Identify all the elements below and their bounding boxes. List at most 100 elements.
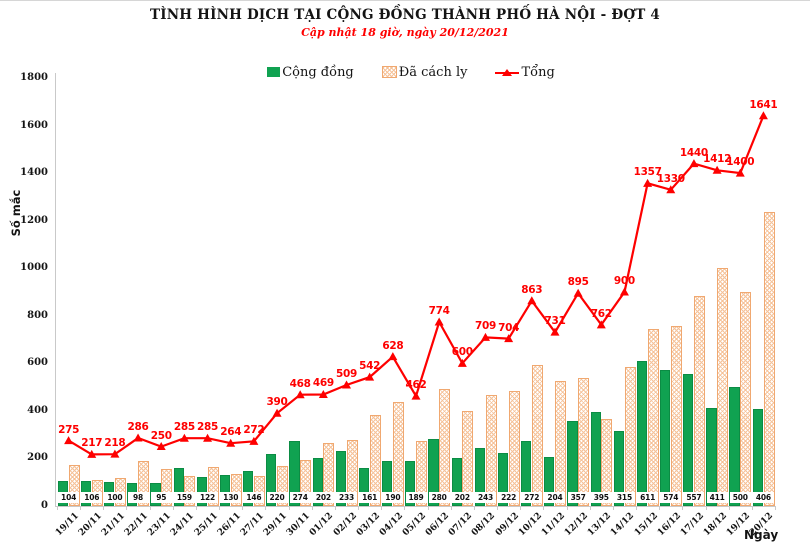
x-tick-mark (381, 507, 383, 510)
bar-quarantined (439, 388, 451, 506)
total-line-swatch-icon (495, 67, 520, 77)
community-value-label: 159 (173, 491, 195, 503)
y-tick-label: 400 (27, 404, 48, 416)
bar-quarantined (161, 469, 173, 506)
community-value-label: 189 (405, 491, 427, 503)
bar-community (243, 471, 254, 506)
legend-label-community: Cộng đồng (282, 64, 354, 80)
community-value-label: 202 (312, 491, 334, 503)
total-value-label: 272 (243, 424, 265, 437)
total-value-label: 731 (544, 315, 566, 328)
y-tick-label: 200 (27, 452, 48, 464)
community-value-label: 106 (81, 491, 103, 503)
total-value-label: 275 (58, 423, 80, 436)
total-value-label: 390 (266, 396, 288, 409)
community-value-label: 122 (197, 491, 219, 503)
total-value-label: 774 (428, 304, 450, 317)
bar-community (729, 387, 740, 506)
x-tick-mark (728, 507, 730, 510)
bar-quarantined (717, 267, 729, 506)
total-value-label: 900 (613, 275, 635, 287)
x-tick-mark (358, 507, 360, 510)
x-tick-mark (659, 507, 661, 510)
bar-community (382, 460, 393, 506)
bar-community (358, 467, 370, 506)
community-value-label: 100 (104, 491, 126, 503)
x-axis-line (55, 506, 776, 507)
community-value-label: 202 (451, 491, 473, 503)
y-tick-label: 1600 (20, 119, 48, 131)
x-tick-mark (427, 507, 429, 510)
bar-quarantined (184, 476, 196, 506)
community-value-label: 104 (58, 491, 80, 503)
y-tick-label: 1200 (20, 214, 48, 226)
community-value-label: 243 (474, 491, 496, 503)
bar-community (544, 457, 555, 506)
total-value-label: 1641 (749, 98, 778, 111)
legend-item-total: Tổng (495, 64, 555, 80)
community-value-label: 146 (243, 491, 265, 503)
bar-quarantined (740, 292, 752, 506)
community-value-label: 98 (127, 491, 149, 503)
x-tick-mark (775, 507, 776, 510)
community-value-label: 280 (428, 491, 450, 503)
y-axis-line (55, 73, 56, 507)
x-tick-mark (612, 507, 614, 510)
legend-item-community: Cộng đồng (267, 65, 354, 80)
x-tick-mark (682, 507, 684, 510)
x-tick-mark (636, 507, 638, 510)
x-tick-mark (57, 507, 58, 510)
legend-label-quarantined: Đã cách ly (398, 64, 468, 80)
bar-quarantined (763, 212, 775, 506)
bar-quarantined (68, 465, 80, 506)
legend: Cộng đồng Đã cách ly Tổng (12, 63, 810, 81)
bar-quarantined (230, 474, 242, 506)
total-value-label: 1400 (726, 156, 755, 169)
total-value-label: 628 (382, 339, 404, 352)
x-tick-mark (705, 507, 707, 510)
total-value-label: 218 (104, 437, 126, 450)
x-tick-mark (195, 507, 197, 510)
total-value-label: 1330 (656, 172, 685, 185)
y-tick-label: 1000 (20, 262, 48, 274)
bar-quarantined (578, 378, 590, 506)
x-tick-mark (543, 507, 545, 510)
chart-title: TÌNH HÌNH DỊCH TẠI CỘNG ĐỒNG THÀNH PHỐ H… (149, 7, 661, 23)
bar-community (405, 461, 416, 506)
community-value-label: 500 (729, 491, 751, 503)
community-value-label: 611 (637, 491, 659, 503)
y-tick-label: 1800 (20, 72, 48, 83)
community-bar-swatch-icon (267, 67, 281, 77)
community-value-label: 395 (590, 491, 612, 503)
chart-subtitle: Cập nhật 18 giờ, ngày 20/12/2021 (301, 26, 509, 39)
x-tick-mark (311, 507, 313, 510)
y-tick-label: 1400 (20, 167, 48, 179)
x-tick-mark (242, 507, 244, 510)
community-value-label: 574 (660, 491, 682, 503)
bar-quarantined (531, 365, 543, 506)
community-value-label: 95 (150, 491, 172, 503)
bar-quarantined (277, 465, 289, 506)
total-value-label: 762 (590, 307, 612, 320)
bar-community (683, 373, 694, 506)
x-tick-mark (265, 507, 267, 510)
x-tick-mark (404, 507, 406, 510)
legend-item-quarantined: Đã cách ly (381, 64, 468, 80)
community-value-label: 233 (336, 491, 358, 503)
community-value-label: 130 (220, 491, 242, 503)
x-tick-mark (334, 507, 336, 510)
x-tick-mark (520, 507, 522, 510)
bar-quarantined (138, 461, 150, 506)
community-value-label: 274 (289, 491, 311, 503)
quarantined-bar-swatch-icon (381, 66, 397, 78)
bar-quarantined (694, 296, 706, 506)
community-value-label: 406 (752, 491, 774, 503)
x-tick-mark (751, 507, 753, 510)
bar-community (173, 468, 184, 506)
total-value-label: 542 (359, 360, 381, 373)
community-value-label: 161 (359, 491, 381, 503)
bar-community (659, 369, 671, 506)
legend-label-total: Tổng (521, 64, 555, 80)
